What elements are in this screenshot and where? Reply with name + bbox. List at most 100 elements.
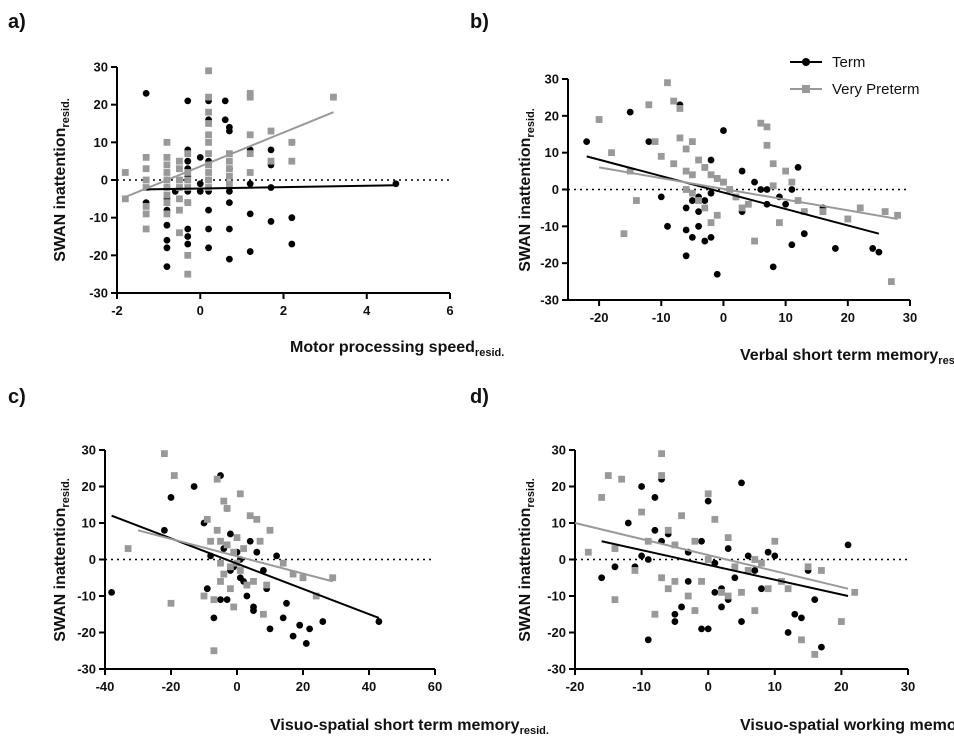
data-point-term	[108, 588, 115, 596]
data-point-very-preterm	[243, 581, 251, 589]
data-point-very-preterm	[163, 169, 171, 176]
data-point-very-preterm	[671, 541, 679, 549]
data-point-term	[225, 199, 233, 207]
data-point-very-preterm	[818, 567, 825, 574]
y-tick-label: 20	[552, 479, 566, 494]
data-point-very-preterm	[205, 176, 212, 184]
data-point-very-preterm	[763, 141, 771, 149]
data-point-very-preterm	[851, 588, 859, 596]
x-tick-label: 0	[720, 310, 727, 325]
data-point-term	[718, 603, 725, 611]
data-point-very-preterm	[161, 450, 168, 458]
data-point-very-preterm	[225, 172, 233, 180]
data-point-term	[267, 218, 275, 225]
data-point-very-preterm	[200, 592, 208, 600]
data-point-term	[626, 108, 634, 116]
y-axis-label-subscript: resid.	[525, 108, 537, 137]
data-point-term	[782, 200, 790, 208]
data-point-very-preterm	[163, 138, 171, 146]
legend-term-label: Term	[832, 54, 865, 71]
data-point-very-preterm	[163, 184, 171, 191]
data-point-term	[163, 221, 171, 229]
y-tick-label: 30	[552, 443, 566, 458]
data-point-very-preterm	[205, 67, 212, 75]
data-point-very-preterm	[711, 515, 719, 523]
data-point-very-preterm	[611, 596, 619, 604]
data-point-term	[794, 164, 802, 171]
data-point-term	[223, 596, 231, 604]
data-point-term	[682, 226, 690, 234]
data-point-very-preterm	[671, 578, 679, 585]
data-point-very-preterm	[260, 610, 267, 618]
data-point-term	[289, 632, 297, 640]
data-point-term	[657, 193, 665, 201]
data-point-very-preterm	[664, 526, 672, 534]
data-point-very-preterm	[618, 475, 626, 483]
data-point-term	[763, 186, 771, 193]
y-tick-label: 10	[552, 516, 566, 531]
data-point-term	[744, 552, 752, 560]
data-point-term	[246, 180, 254, 188]
data-point-very-preterm	[184, 270, 192, 278]
regression-line-term	[111, 514, 380, 619]
data-point-very-preterm	[227, 585, 234, 593]
data-point-very-preterm	[176, 176, 183, 184]
y-tick-label: 0	[552, 182, 559, 197]
data-point-very-preterm	[250, 578, 257, 585]
y-tick-label: 20	[545, 108, 559, 123]
data-point-very-preterm	[184, 251, 192, 259]
data-point-very-preterm	[819, 208, 827, 215]
data-point-term	[375, 618, 383, 625]
data-point-term	[695, 208, 702, 216]
data-point-very-preterm	[838, 618, 845, 625]
data-point-very-preterm	[267, 157, 275, 165]
data-point-term	[678, 603, 685, 611]
data-point-term	[811, 596, 819, 604]
data-point-term	[758, 585, 765, 593]
data-point-term	[818, 643, 825, 651]
data-point-very-preterm	[744, 567, 752, 574]
data-point-very-preterm	[205, 138, 212, 146]
data-point-term	[253, 548, 261, 556]
data-point-very-preterm	[176, 157, 183, 165]
x-axis-label-subscript: resid.	[475, 347, 504, 359]
legend-term-marker	[802, 58, 810, 66]
data-point-very-preterm	[788, 178, 796, 186]
y-tick-label: -30	[77, 662, 96, 677]
y-axis-label-main: SWAN inattention	[517, 508, 534, 642]
data-point-very-preterm	[724, 592, 732, 600]
data-point-term	[624, 519, 632, 527]
data-point-term	[184, 233, 192, 240]
data-point-very-preterm	[626, 167, 634, 175]
y-tick-label: 0	[559, 552, 566, 567]
data-point-very-preterm	[713, 211, 721, 219]
data-point-term	[163, 236, 171, 244]
data-point-very-preterm	[124, 545, 132, 552]
data-point-very-preterm	[142, 165, 150, 173]
data-point-very-preterm	[142, 225, 150, 233]
y-tick-label: 0	[101, 173, 108, 188]
data-point-term	[769, 263, 777, 271]
panel-c: c) -30 -20 -10 0 10 20 30 -40 -20 0 20 40 60 Visuo-spa…	[8, 386, 549, 737]
data-point-very-preterm	[769, 182, 777, 190]
y-tick-label: 20	[94, 97, 108, 112]
data-point-term	[279, 614, 287, 622]
data-point-term	[190, 483, 198, 490]
data-point-very-preterm	[769, 160, 777, 168]
data-point-very-preterm	[205, 150, 212, 158]
data-point-very-preterm	[688, 171, 696, 179]
data-point-very-preterm	[163, 161, 171, 169]
data-point-term	[791, 610, 799, 618]
data-point-term	[684, 578, 692, 585]
panel-tag: c)	[8, 386, 26, 408]
x-tick-label: 6	[446, 303, 453, 318]
data-point-very-preterm	[688, 189, 696, 197]
data-point-very-preterm	[651, 610, 659, 618]
data-point-very-preterm	[804, 563, 812, 571]
data-point-term	[638, 552, 645, 560]
data-point-very-preterm	[784, 585, 792, 593]
data-point-very-preterm	[205, 169, 212, 176]
legend-very-preterm-marker	[802, 85, 810, 93]
